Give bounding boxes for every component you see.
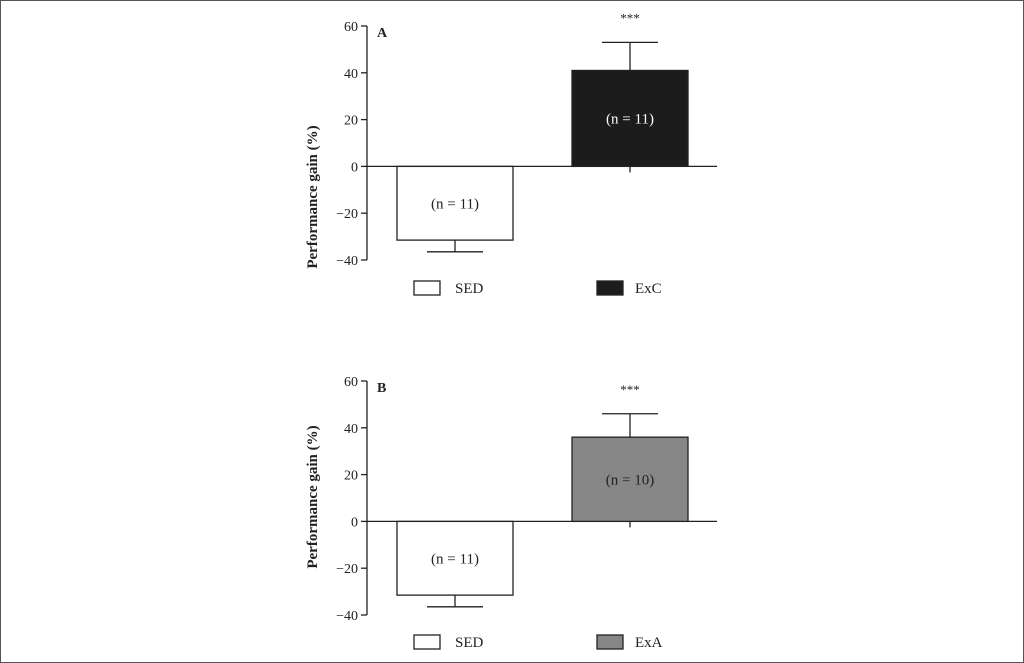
bar-sed: [396, 520, 514, 596]
y-axis-title: Performance gain (%): [305, 125, 321, 268]
y-tick-label: −40: [336, 254, 358, 269]
significance-marker: ***: [620, 382, 640, 397]
y-tick-label: 0: [351, 160, 358, 175]
bar-exc: [571, 69, 689, 168]
bar-n-label: (n = 10): [606, 472, 654, 488]
bar-exa: [571, 436, 689, 523]
legend-swatch-sed: [413, 280, 441, 296]
panel-letter: B: [377, 381, 386, 396]
legend-label-exc: ExC: [635, 281, 662, 297]
y-tick-label: 40: [344, 422, 358, 437]
legend-label-sed: SED: [455, 635, 484, 651]
chart-panel-a: −40 −20 0 20 40 60 Performance gain (%) A (n = 1…: [305, 10, 717, 297]
bar-n-label: (n = 11): [431, 551, 479, 567]
bar-sed: [396, 165, 514, 241]
bar-n-label: (n = 11): [431, 196, 479, 212]
bar-n-label: (n = 11): [606, 111, 654, 127]
significance-marker: ***: [620, 10, 640, 25]
y-tick-label: 60: [344, 375, 358, 390]
legend-swatch-exa: [596, 634, 624, 650]
y-tick-label: 20: [344, 114, 358, 129]
y-tick-label: −20: [336, 207, 358, 222]
y-tick-label: 20: [344, 469, 358, 484]
y-axis-title: Performance gain (%): [305, 425, 321, 568]
y-tick-label: −40: [336, 609, 358, 624]
legend-swatch-exc: [596, 280, 624, 296]
legend-label-exa: ExA: [635, 635, 663, 651]
chart-panel-b: −40 −20 0 20 40 60 Performance gain (%) B (n = 1…: [305, 375, 717, 651]
y-tick-label: −20: [336, 562, 358, 577]
legend-swatch-sed: [413, 634, 441, 650]
y-tick-label: 0: [351, 515, 358, 530]
panel-letter: A: [377, 26, 388, 41]
legend-label-sed: SED: [455, 281, 484, 297]
y-tick-label: 60: [344, 20, 358, 35]
y-tick-label: 40: [344, 67, 358, 82]
